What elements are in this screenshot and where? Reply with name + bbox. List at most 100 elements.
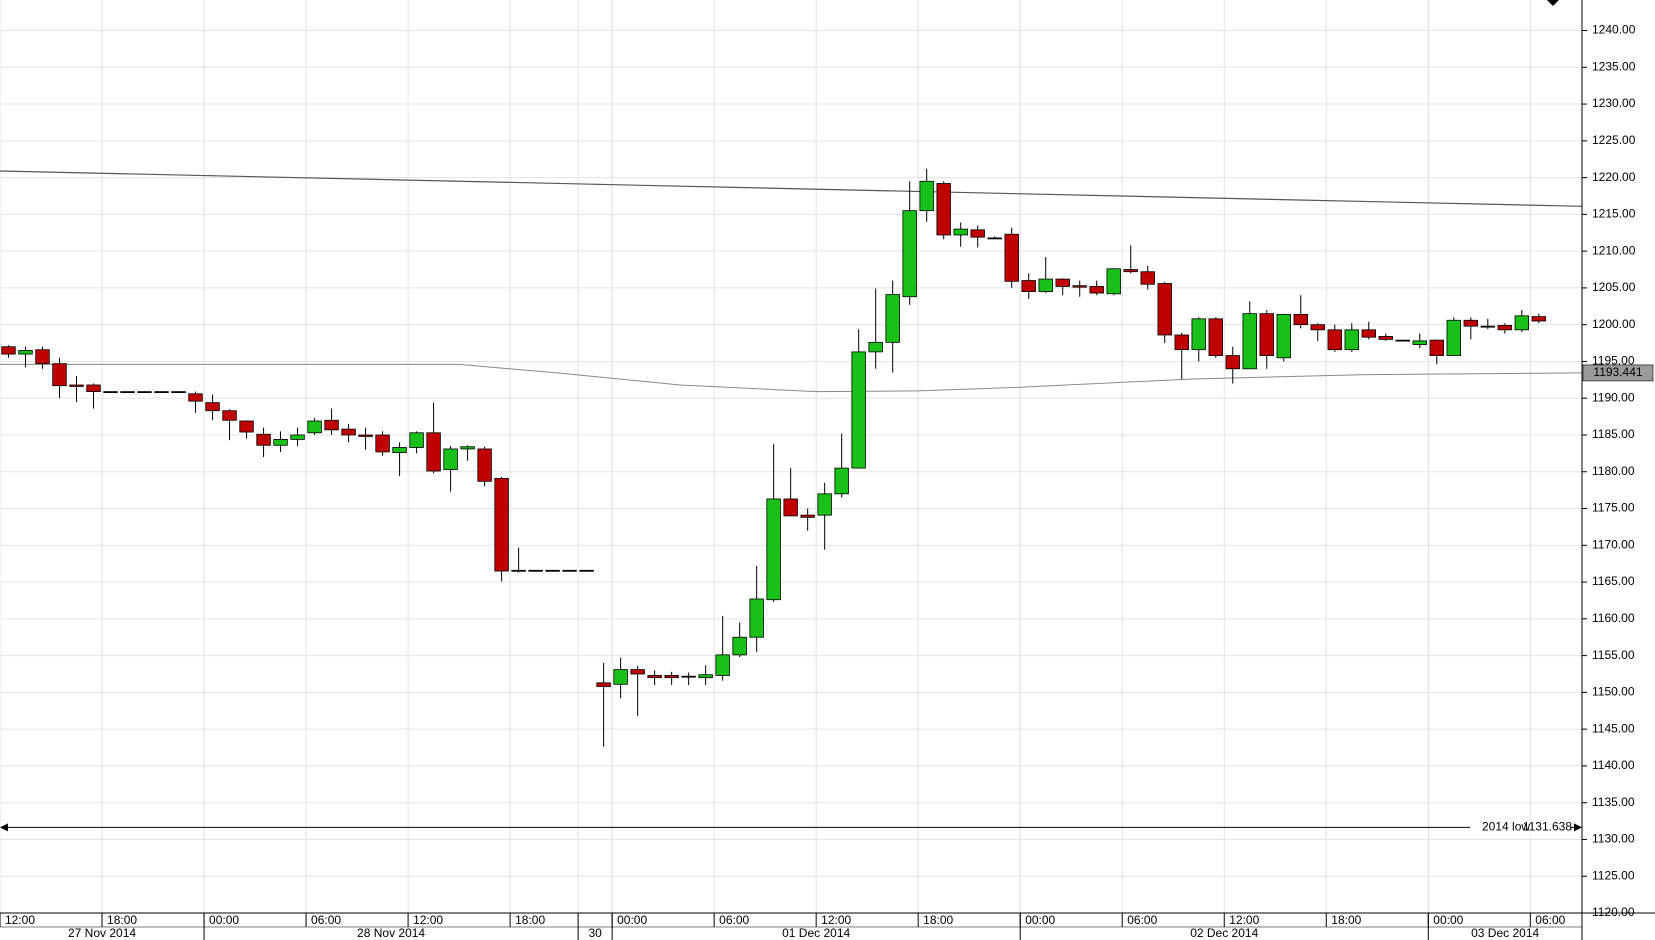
y-tick-label: 1140.00 <box>1592 758 1635 772</box>
candle-body <box>1191 318 1206 351</box>
candle-body <box>1055 278 1070 287</box>
candle-body <box>1021 280 1036 292</box>
candle-body <box>273 439 288 446</box>
scroll-marker <box>1547 0 1559 6</box>
candle-body <box>188 393 203 402</box>
candle-body <box>545 569 560 572</box>
candle-body <box>698 674 713 679</box>
x-tick-label: 18:00 <box>107 913 137 927</box>
candle-body <box>1344 329 1359 351</box>
candle-body <box>18 350 33 355</box>
last-value-box <box>1582 364 1654 382</box>
y-tick-label: 1135.00 <box>1592 795 1635 809</box>
candle-body <box>1293 313 1308 326</box>
x-tick-label: 06:00 <box>719 913 749 927</box>
y-tick-label: 1205.00 <box>1592 280 1636 294</box>
x-tick-label: 12:00 <box>821 913 851 927</box>
candle-body <box>1531 316 1547 322</box>
candle-body <box>715 654 730 676</box>
y-tick-label: 1240.00 <box>1592 23 1636 37</box>
x-tick-label: 18:00 <box>515 913 545 927</box>
candle-body <box>1463 319 1478 327</box>
candle-body <box>1225 355 1240 370</box>
candle-body <box>256 433 271 446</box>
candle-body <box>1089 286 1104 294</box>
y-tick-label: 1220.00 <box>1592 170 1636 184</box>
moving-average <box>0 363 1583 393</box>
candle-body <box>443 448 458 470</box>
x-tick-label: 00:00 <box>1025 913 1055 927</box>
candle-body <box>103 391 118 394</box>
arrow-head <box>0 823 8 832</box>
candle-body <box>1276 313 1291 359</box>
candle-body <box>1157 283 1172 336</box>
candle-body <box>834 467 849 495</box>
y-tick-label: 1160.00 <box>1592 611 1635 625</box>
y-tick-label: 1210.00 <box>1592 243 1636 257</box>
candle-body <box>1072 285 1087 288</box>
low-label-bg <box>1470 821 1570 834</box>
candle-body <box>562 569 577 572</box>
date-label: 01 Dec 2014 <box>782 926 850 940</box>
candle-body <box>936 183 951 236</box>
candle-body <box>902 210 917 298</box>
date-label: 02 Dec 2014 <box>1190 926 1258 940</box>
candle-body <box>307 420 322 434</box>
candle-body <box>647 675 662 679</box>
candle-body <box>579 569 594 572</box>
candle-body <box>664 675 679 679</box>
grid <box>0 0 1582 914</box>
candle-body <box>817 493 832 516</box>
candle-body <box>137 391 152 394</box>
candle-body <box>1259 313 1274 356</box>
candles <box>1 168 1547 747</box>
candle-body <box>1480 325 1496 328</box>
x-tick-label: 12:00 <box>413 913 443 927</box>
candle-body <box>171 391 186 394</box>
candle-body <box>953 228 968 236</box>
candle-body <box>409 432 424 448</box>
candle-body <box>749 598 764 638</box>
y-tick-label: 1185.00 <box>1592 427 1635 441</box>
candle-body <box>290 434 305 440</box>
candle-body <box>375 434 390 453</box>
y-tick-label: 1120.00 <box>1592 905 1635 919</box>
y-tick-label: 1130.00 <box>1592 832 1635 846</box>
y-tick-label: 1200.00 <box>1592 317 1636 331</box>
candle-body <box>426 432 441 472</box>
candle-body <box>511 569 526 572</box>
candle-body <box>460 446 475 450</box>
x-tick-label: 06:00 <box>1127 913 1157 927</box>
candle-body <box>800 514 815 518</box>
candle-body <box>494 477 509 572</box>
candle-body <box>1395 339 1410 342</box>
candle-body <box>1310 324 1325 331</box>
y-tick-label: 1155.00 <box>1592 648 1635 662</box>
x-tick-label: 00:00 <box>209 913 239 927</box>
candle-body <box>596 682 611 687</box>
y-tick-label: 1215.00 <box>1592 207 1636 221</box>
candle-body <box>1429 339 1444 356</box>
candle-body <box>987 237 1002 240</box>
candle-body <box>477 448 492 482</box>
candle-body <box>868 341 883 353</box>
y-tick-label: 1190.00 <box>1592 390 1635 404</box>
candle-body <box>1208 318 1223 356</box>
candle-body <box>1123 269 1138 273</box>
y-tick-label: 1165.00 <box>1592 574 1635 588</box>
y-tick-label: 1125.00 <box>1592 868 1635 882</box>
candle-body <box>52 363 67 387</box>
candle-body <box>1140 271 1155 285</box>
candle-body <box>1242 313 1257 370</box>
y-tick-label: 1175.00 <box>1592 501 1635 515</box>
y-tick-label: 1180.00 <box>1592 464 1635 478</box>
candle-body <box>919 180 934 212</box>
candle-body <box>324 419 339 431</box>
x-tick-label: 18:00 <box>1331 913 1361 927</box>
x-tick-label: 12:00 <box>1229 913 1259 927</box>
x-tick-label: 00:00 <box>1433 913 1463 927</box>
